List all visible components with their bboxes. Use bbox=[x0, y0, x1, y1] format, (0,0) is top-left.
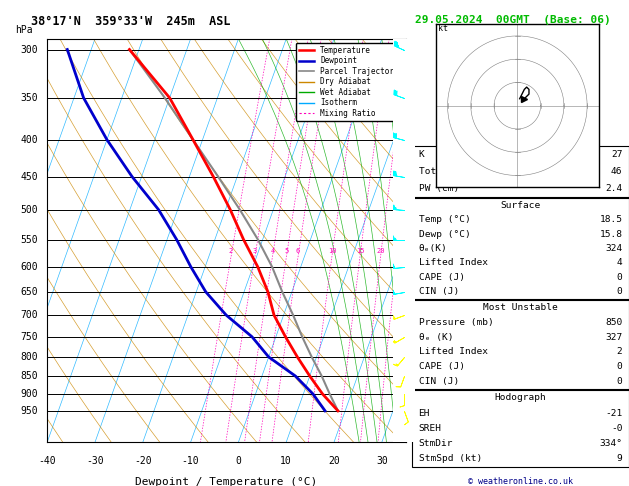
Text: K: K bbox=[418, 150, 424, 159]
Text: 450: 450 bbox=[21, 172, 38, 182]
Text: 10: 10 bbox=[328, 248, 337, 254]
Text: CAPE (J): CAPE (J) bbox=[418, 362, 464, 371]
Text: Hodograph: Hodograph bbox=[494, 393, 547, 402]
Text: 850: 850 bbox=[21, 371, 38, 381]
Text: Most Unstable: Most Unstable bbox=[483, 303, 558, 312]
Text: StmDir: StmDir bbox=[418, 439, 453, 448]
Text: Lifted Index: Lifted Index bbox=[418, 259, 487, 267]
Text: 550: 550 bbox=[21, 235, 38, 244]
Text: 18.5: 18.5 bbox=[599, 215, 623, 225]
Text: LCL: LCL bbox=[408, 405, 425, 415]
Text: 2: 2 bbox=[229, 248, 233, 254]
Text: Surface: Surface bbox=[501, 201, 540, 210]
Text: CIN (J): CIN (J) bbox=[418, 287, 459, 296]
Text: © weatheronline.co.uk: © weatheronline.co.uk bbox=[468, 477, 573, 486]
Text: -20: -20 bbox=[134, 456, 152, 467]
Text: -21: -21 bbox=[605, 409, 623, 417]
Text: 350: 350 bbox=[21, 93, 38, 103]
Text: 900: 900 bbox=[21, 389, 38, 399]
Bar bbox=[412, 198, 629, 299]
Text: 850: 850 bbox=[605, 318, 623, 327]
Text: 500: 500 bbox=[21, 205, 38, 215]
Text: kt: kt bbox=[438, 24, 448, 33]
Text: Dewpoint / Temperature (°C): Dewpoint / Temperature (°C) bbox=[135, 477, 318, 486]
Text: PW (cm): PW (cm) bbox=[418, 184, 459, 193]
Text: 29.05.2024  00GMT  (Base: 06): 29.05.2024 00GMT (Base: 06) bbox=[415, 15, 611, 25]
Text: 38°17'N  359°33'W  245m  ASL: 38°17'N 359°33'W 245m ASL bbox=[31, 15, 231, 28]
Text: θₑ (K): θₑ (K) bbox=[418, 333, 453, 342]
Text: 650: 650 bbox=[21, 287, 38, 297]
Text: 1: 1 bbox=[408, 389, 413, 399]
Text: Dewp (°C): Dewp (°C) bbox=[418, 230, 470, 239]
Text: 25: 25 bbox=[392, 248, 401, 254]
Text: 6: 6 bbox=[296, 248, 300, 254]
Bar bbox=[412, 146, 629, 197]
Text: 950: 950 bbox=[21, 406, 38, 416]
Text: SREH: SREH bbox=[418, 424, 442, 433]
Text: -40: -40 bbox=[38, 456, 56, 467]
Text: 0: 0 bbox=[235, 456, 242, 467]
Text: -10: -10 bbox=[182, 456, 199, 467]
Text: 300: 300 bbox=[21, 45, 38, 54]
Text: 0: 0 bbox=[617, 287, 623, 296]
Text: 327: 327 bbox=[605, 333, 623, 342]
Text: 2: 2 bbox=[617, 347, 623, 356]
Text: 0: 0 bbox=[617, 362, 623, 371]
Text: 6: 6 bbox=[408, 119, 413, 129]
Text: 700: 700 bbox=[21, 310, 38, 320]
Text: θₑ(K): θₑ(K) bbox=[418, 244, 447, 253]
Text: Mixing Ratio (g/kg): Mixing Ratio (g/kg) bbox=[465, 190, 475, 292]
Text: 600: 600 bbox=[21, 262, 38, 272]
Text: 0: 0 bbox=[617, 377, 623, 386]
Text: 30: 30 bbox=[376, 456, 387, 467]
Text: Lifted Index: Lifted Index bbox=[418, 347, 487, 356]
Text: 0: 0 bbox=[617, 273, 623, 282]
Text: 3: 3 bbox=[408, 310, 413, 320]
Text: -0: -0 bbox=[611, 424, 623, 433]
Text: 4: 4 bbox=[408, 262, 413, 272]
Text: 20: 20 bbox=[328, 456, 340, 467]
Text: 15.8: 15.8 bbox=[599, 230, 623, 239]
Text: 4: 4 bbox=[270, 248, 275, 254]
Text: 9: 9 bbox=[617, 454, 623, 464]
Text: hPa: hPa bbox=[15, 25, 33, 35]
Text: 2.4: 2.4 bbox=[605, 184, 623, 193]
Text: 750: 750 bbox=[21, 332, 38, 342]
Text: CAPE (J): CAPE (J) bbox=[418, 273, 464, 282]
Text: 334°: 334° bbox=[599, 439, 623, 448]
Text: 324: 324 bbox=[605, 244, 623, 253]
Text: Pressure (mb): Pressure (mb) bbox=[418, 318, 493, 327]
Bar bbox=[412, 390, 629, 467]
Text: 800: 800 bbox=[21, 352, 38, 362]
Text: 4: 4 bbox=[617, 259, 623, 267]
Text: 46: 46 bbox=[611, 167, 623, 176]
Text: 5: 5 bbox=[408, 198, 413, 208]
Bar bbox=[412, 300, 629, 389]
Text: CIN (J): CIN (J) bbox=[418, 377, 459, 386]
Text: Totals Totals: Totals Totals bbox=[418, 167, 493, 176]
Text: 10: 10 bbox=[281, 456, 292, 467]
Text: 15: 15 bbox=[356, 248, 364, 254]
Text: EH: EH bbox=[418, 409, 430, 417]
Legend: Temperature, Dewpoint, Parcel Trajectory, Dry Adiabat, Wet Adiabat, Isotherm, Mi: Temperature, Dewpoint, Parcel Trajectory… bbox=[296, 43, 402, 121]
Text: 2: 2 bbox=[408, 352, 413, 362]
Text: 5: 5 bbox=[284, 248, 289, 254]
Text: 20: 20 bbox=[376, 248, 385, 254]
Text: 27: 27 bbox=[611, 150, 623, 159]
Text: StmSpd (kt): StmSpd (kt) bbox=[418, 454, 482, 464]
Text: 3: 3 bbox=[253, 248, 257, 254]
Text: km
ASL: km ASL bbox=[423, 16, 438, 35]
Text: -30: -30 bbox=[86, 456, 104, 467]
Text: Temp (°C): Temp (°C) bbox=[418, 215, 470, 225]
Text: 400: 400 bbox=[21, 135, 38, 145]
